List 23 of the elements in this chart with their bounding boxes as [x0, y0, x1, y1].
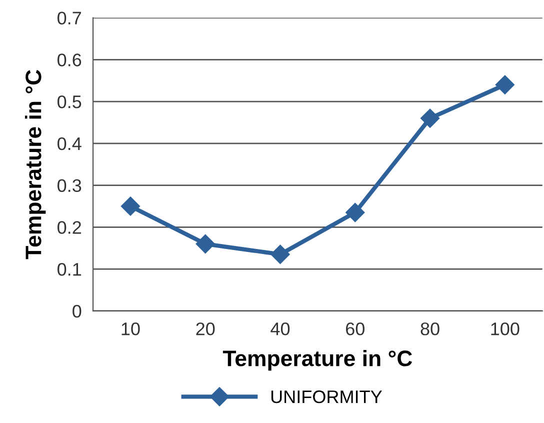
y-tick-label: 0.6	[58, 54, 82, 66]
point	[346, 202, 365, 222]
x-tick-label: 20	[196, 322, 215, 336]
y-axis-title: Temperature in °C	[24, 70, 46, 260]
y-tick-label: 0.3	[58, 179, 82, 192]
point	[120, 196, 140, 216]
point	[495, 75, 514, 94]
y-tick-label: 0.5	[58, 95, 82, 108]
y-tick-label: 0.7	[58, 12, 82, 24]
x-tick-label: 10	[122, 322, 140, 336]
legend-label: UNIFORMITY	[271, 390, 382, 404]
y-tick-label: 0	[72, 304, 82, 318]
x-tick-label: 80	[420, 322, 440, 336]
point	[196, 234, 215, 254]
x-axis-title: Temperature in °C	[222, 350, 412, 371]
point	[270, 244, 290, 264]
y-tick-label: 0.2	[58, 221, 82, 234]
x-tick-label: 100	[491, 322, 520, 336]
x-tick-label: 40	[270, 322, 290, 336]
point	[420, 108, 440, 128]
x-tick-label: 60	[346, 322, 364, 336]
y-tick-label: 0.1	[58, 262, 82, 276]
y-tick-label: 0.4	[58, 137, 82, 150]
